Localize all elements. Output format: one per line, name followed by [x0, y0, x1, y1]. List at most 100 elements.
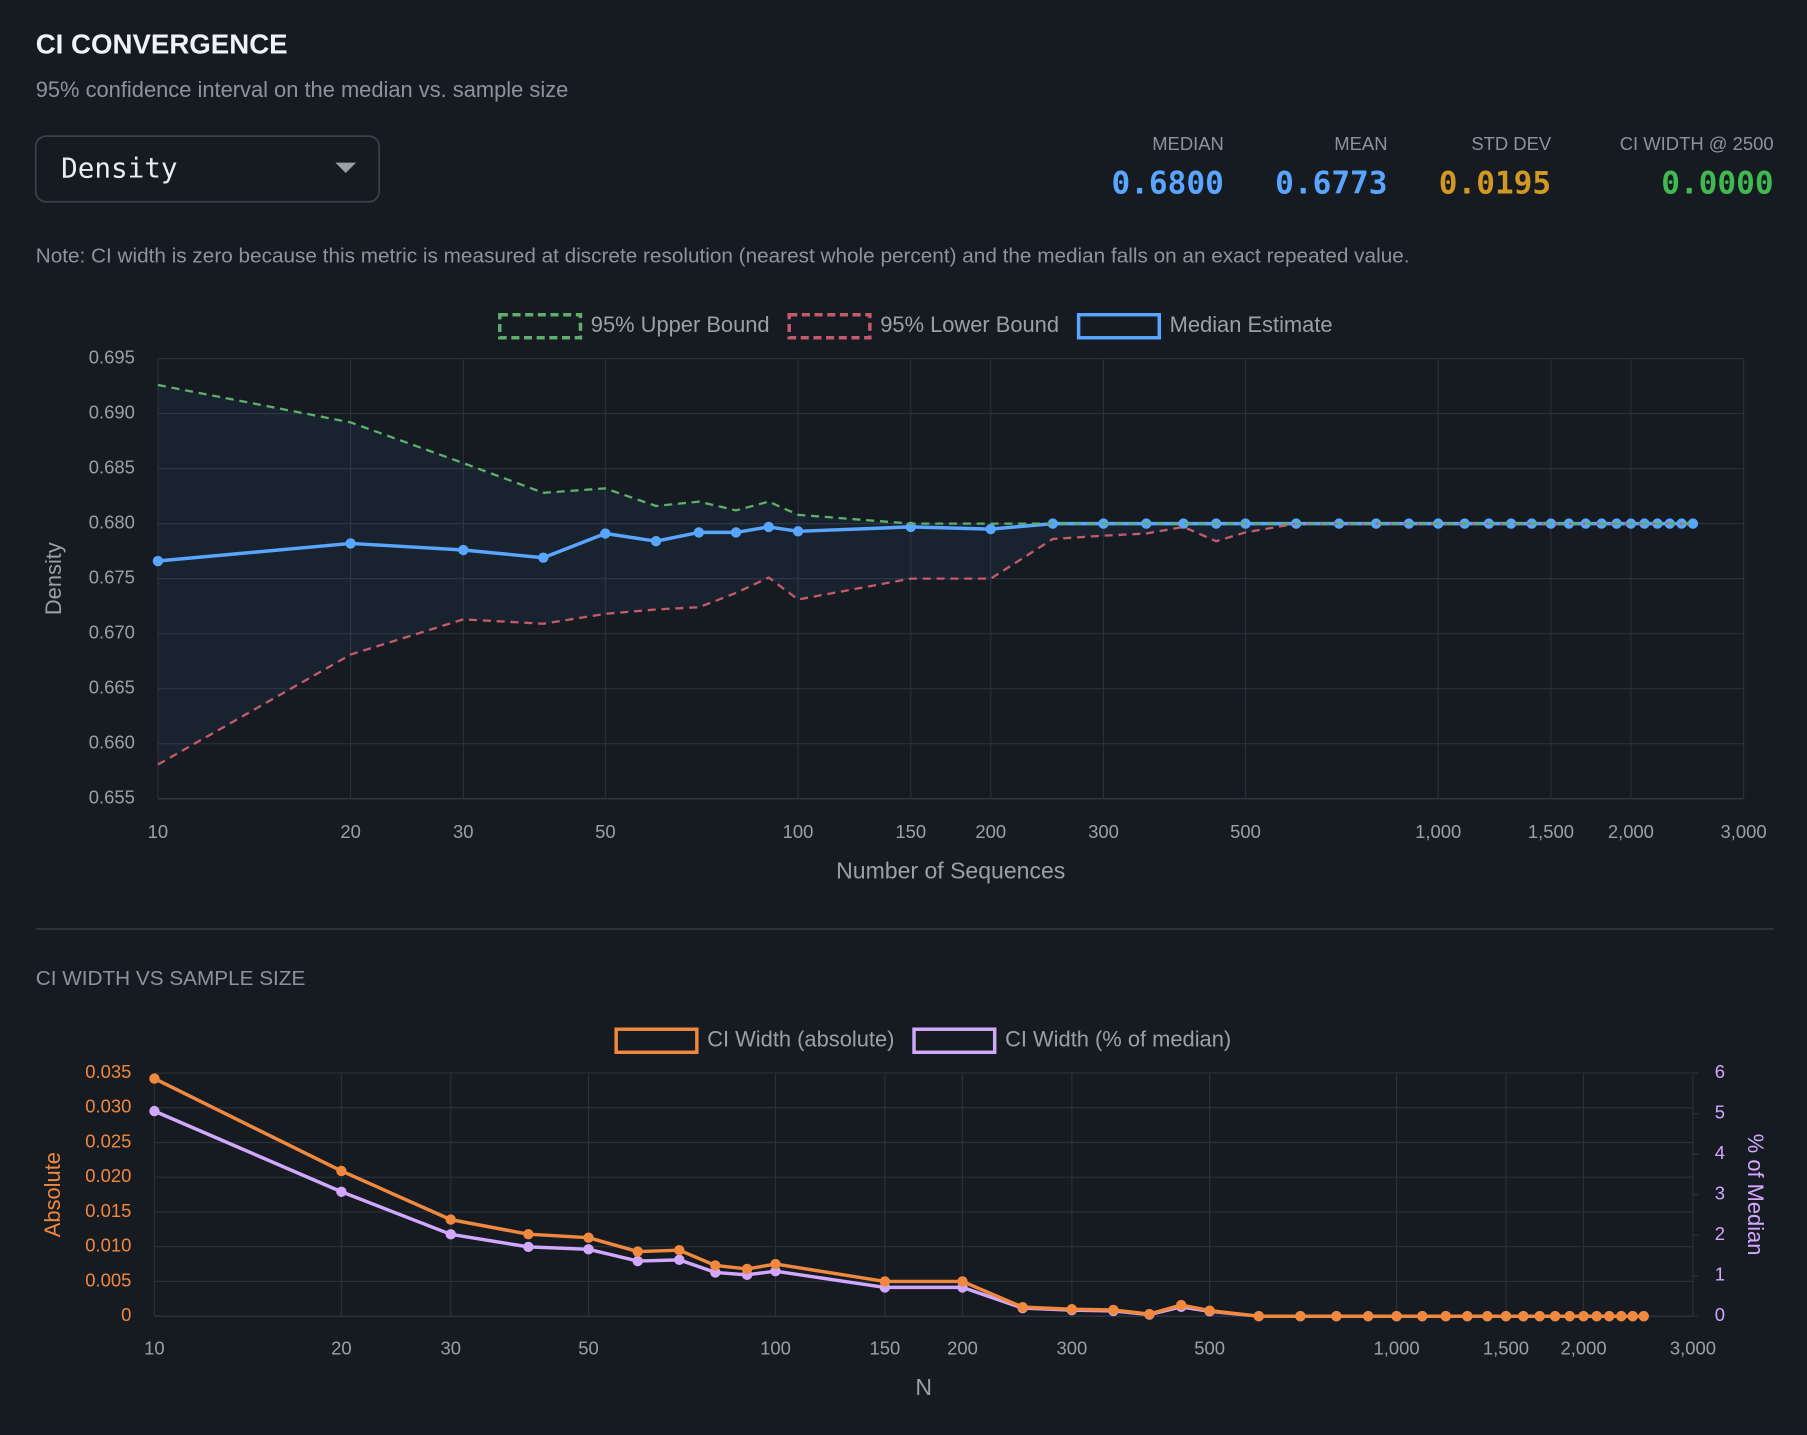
y2-tick-label: 4 — [1715, 1142, 1725, 1163]
data-point — [1144, 1308, 1155, 1320]
data-point — [693, 527, 705, 538]
data-point — [1176, 1299, 1187, 1311]
page-title: CI CONVERGENCE — [36, 29, 288, 60]
stats: MEDIAN 0.6800 MEAN 0.6773 STD DEV 0.0195 CI WI… — [1111, 133, 1773, 201]
y-tick-label: 0.015 — [85, 1200, 131, 1221]
x-tick-label: 150 — [869, 1337, 900, 1358]
data-point — [792, 526, 804, 537]
data-point — [770, 1258, 781, 1270]
note: Note: CI width is zero because this metr… — [36, 245, 1410, 268]
x-axis-title: Number of Sequences — [836, 858, 1065, 884]
stat-value: 0.6773 — [1275, 166, 1387, 202]
data-point — [523, 1241, 534, 1253]
y2-tick-label: 6 — [1715, 1061, 1725, 1082]
x-tick-label: 1,000 — [1374, 1337, 1420, 1358]
data-point — [1253, 1310, 1264, 1322]
data-point — [1591, 1310, 1602, 1322]
data-point — [1482, 1310, 1493, 1322]
y-tick-label: 0.690 — [89, 401, 135, 422]
y-axis-title: Absolute — [40, 1152, 65, 1237]
data-point — [583, 1232, 594, 1243]
x-tick-label: 50 — [578, 1337, 598, 1358]
data-point — [1518, 1310, 1529, 1322]
data-point — [1578, 1310, 1589, 1322]
data-point — [1391, 1310, 1402, 1322]
y2-tick-label: 0 — [1715, 1304, 1725, 1325]
y2-tick-label: 1 — [1715, 1264, 1725, 1285]
x-tick-label: 200 — [947, 1337, 978, 1358]
y-tick-label: 0.695 — [89, 346, 135, 367]
legend-swatch — [498, 312, 583, 340]
x-tick-label: 100 — [783, 821, 814, 842]
dropdown-arrow[interactable] — [335, 162, 357, 173]
data-point — [1638, 1310, 1649, 1322]
legend-label: CI Width (absolute) — [707, 1027, 894, 1052]
x-tick-label: 30 — [441, 1337, 462, 1358]
data-point — [1108, 1304, 1119, 1316]
x-tick-label: 200 — [975, 821, 1006, 842]
y2-tick-label: 3 — [1715, 1182, 1725, 1203]
y-tick-label: 0.665 — [89, 677, 135, 698]
y-tick-label: 0.030 — [85, 1096, 131, 1117]
x-tick-label: 300 — [1056, 1337, 1087, 1358]
y-axis-title: Density — [41, 542, 66, 615]
x-tick-label: 10 — [144, 1337, 165, 1358]
x-tick-label: 30 — [453, 821, 474, 842]
x-tick-label: 300 — [1088, 821, 1119, 842]
legend: 95% Upper Bound 95% Lower Bound Median Est… — [498, 312, 1333, 340]
x-tick-label: 500 — [1230, 821, 1261, 842]
data-point — [985, 523, 996, 535]
data-point — [336, 1186, 347, 1197]
stat-label: STD DEV — [1471, 133, 1552, 154]
y-tick-label: 0.680 — [89, 511, 135, 532]
stat-label: MEAN — [1334, 133, 1387, 154]
data-point — [1500, 1310, 1512, 1322]
data-point — [600, 528, 611, 539]
y-tick-label: 0.660 — [89, 732, 135, 753]
y-tick-label: 0.675 — [89, 567, 135, 588]
y-tick-label: 0.655 — [89, 787, 135, 808]
stat-value: 0.6800 — [1111, 166, 1223, 202]
data-point — [445, 1214, 456, 1225]
metric-dropdown[interactable]: Density — [34, 135, 381, 203]
data-point — [1616, 1310, 1627, 1322]
data-point — [741, 1263, 753, 1275]
series-line — [157, 383, 1693, 525]
stat-label: CI WIDTH @ 2500 — [1620, 133, 1774, 154]
data-point — [1331, 1310, 1342, 1322]
legend-swatch — [614, 1027, 699, 1055]
legend-label: 95% Upper Bound — [591, 312, 770, 337]
y-tick-label: 0.670 — [89, 622, 135, 643]
x-tick-label: 1,500 — [1528, 821, 1574, 842]
data-point — [770, 1266, 781, 1277]
data-point — [538, 552, 549, 563]
y-tick-label: 0 — [121, 1304, 131, 1325]
stat-value: 0.0000 — [1661, 166, 1773, 202]
data-point — [1417, 1310, 1428, 1322]
data-point — [674, 1254, 685, 1266]
data-point — [583, 1244, 594, 1255]
data-point — [1066, 1304, 1078, 1315]
data-point — [674, 1244, 685, 1256]
data-point — [730, 527, 742, 538]
x-tick-label: 2,000 — [1608, 821, 1654, 842]
y-tick-label: 0.025 — [85, 1130, 131, 1151]
dropdown-value[interactable]: Density — [61, 152, 178, 185]
y2-tick-label: 2 — [1715, 1223, 1725, 1244]
data-point — [336, 1165, 347, 1177]
legend-swatch — [787, 312, 872, 340]
data-point — [1549, 1310, 1561, 1322]
y-tick-label: 0.010 — [85, 1235, 131, 1256]
x-axis-title: N — [915, 1374, 932, 1400]
dropdown-box[interactable] — [34, 135, 381, 203]
stat-label: MEDIAN — [1152, 133, 1224, 154]
x-tick-label: 20 — [331, 1337, 352, 1358]
data-point — [879, 1276, 891, 1287]
x-tick-label: 3,000 — [1670, 1337, 1716, 1358]
y-tick-label: 0.020 — [85, 1165, 131, 1186]
x-tick-label: 10 — [148, 821, 169, 842]
data-point — [1604, 1310, 1615, 1322]
x-tick-label: 500 — [1194, 1337, 1225, 1358]
